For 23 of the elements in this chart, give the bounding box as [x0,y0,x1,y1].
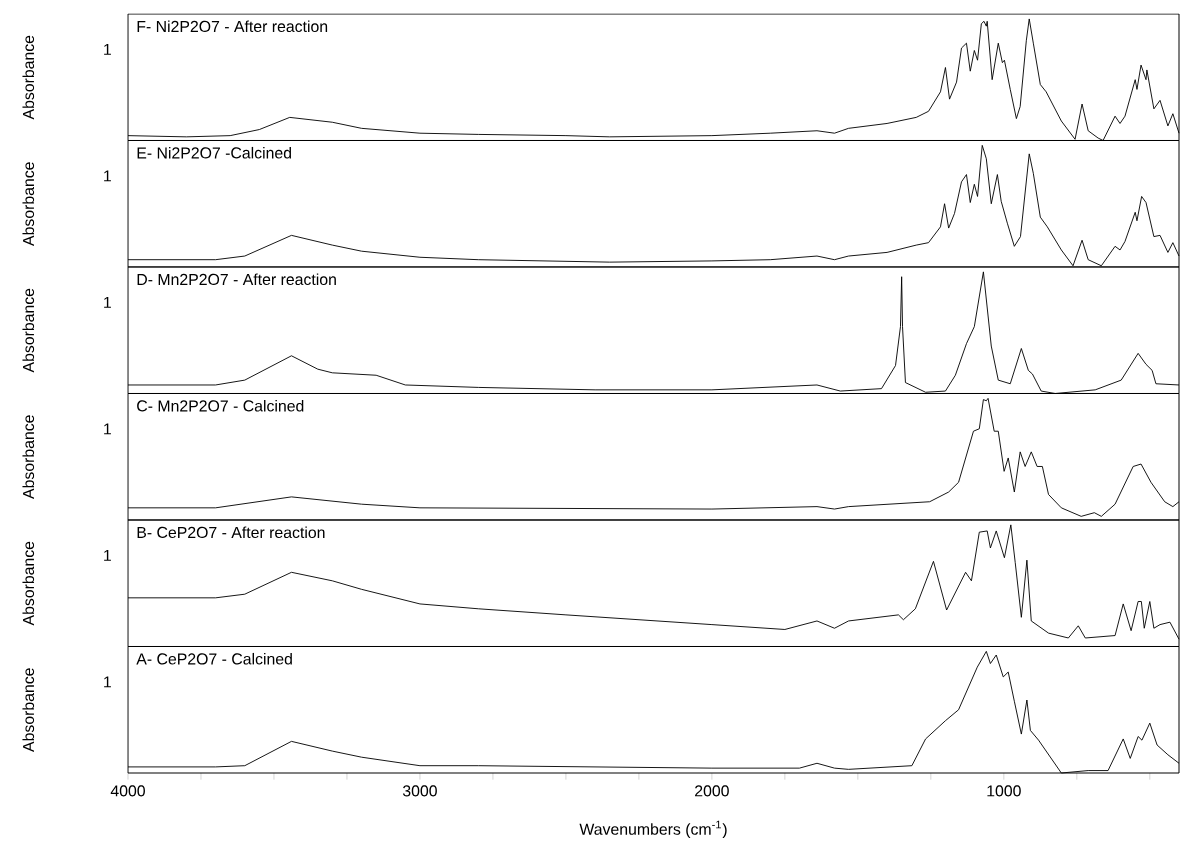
chart-title: B- CeP2O7 - After reaction [137,526,325,539]
chart-title: D- Mn2P2O7 - After reaction [137,273,336,286]
x-tick-label: 2000 [695,785,729,797]
text: 1 [104,43,111,55]
y-axis-title: Absorbance [22,415,35,499]
y-axis-title: Absorbance [22,541,35,626]
y-axis-title: Absorbance [22,288,35,373]
y-axis-title: Absorbance [22,162,35,246]
text: 1 [104,423,111,435]
y-axis-title: Absorbance [22,35,35,120]
x-tick-label: 1000 [987,785,1021,797]
text: 1 [104,170,111,182]
text: 1 [104,676,111,688]
y-axis-title: Absorbance [22,668,35,752]
x-tick-label: 3000 [402,785,437,797]
chart-title: F- Ni2P2O7 - After reaction [137,20,328,33]
chart-title: E- Ni2P2O7 -Calcined [137,146,291,159]
text: 1 [104,549,111,561]
x-tick-label: 4000 [110,785,145,797]
chart-title: C- Mn2P2O7 - Calcined [137,399,304,412]
x-axis-title: Wavenumbers (cm$^{-1}$) [579,820,727,838]
chart-title: A- CeP2O7 - Calcined [136,652,292,665]
text: 1 [104,296,111,308]
